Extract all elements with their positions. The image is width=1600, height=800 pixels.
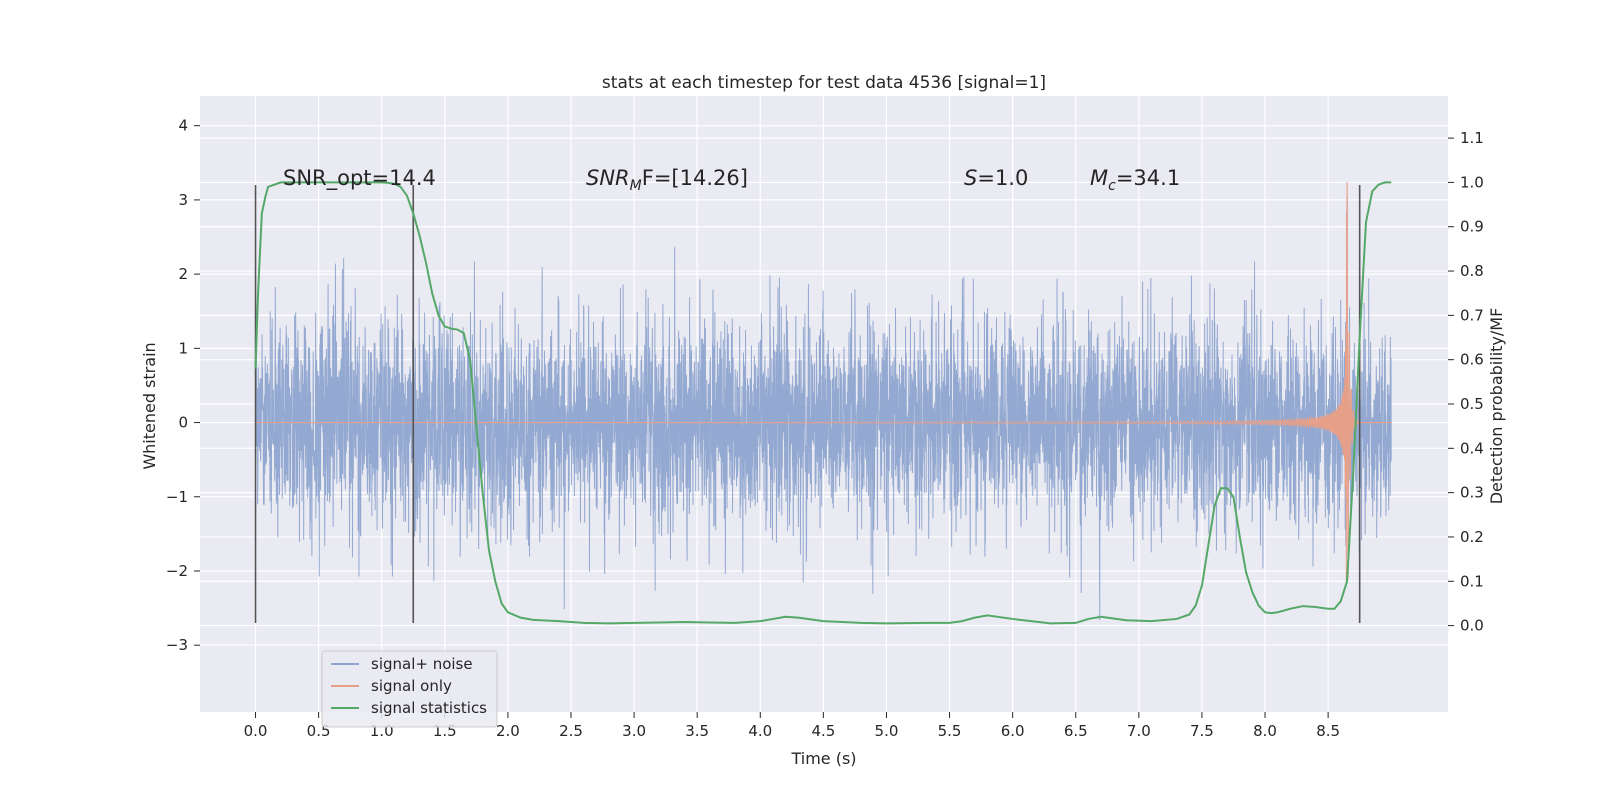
y2-tick-label: 0.3	[1460, 484, 1484, 502]
x-tick-label: 8.5	[1316, 722, 1340, 740]
y2-tick-label: 0.7	[1460, 306, 1484, 324]
annotation-mc-sub: c	[1108, 178, 1116, 194]
y-tick-label: 4	[178, 117, 188, 135]
legend-label-signal-statistics: signal statistics	[371, 699, 487, 717]
x-tick-label: 2.5	[559, 722, 583, 740]
y2-tick-label: 0.4	[1460, 439, 1484, 457]
x-tick-label: 8.0	[1253, 722, 1277, 740]
legend-box	[321, 650, 498, 728]
y-tick-label: −2	[166, 562, 188, 580]
y2-axis-label: Detection probability/MF	[1487, 308, 1506, 505]
x-tick-label: 7.0	[1127, 722, 1151, 740]
y2-tick-label: 1.1	[1460, 129, 1484, 147]
y2-tick-label: 0.2	[1460, 528, 1484, 546]
signal-plus-noise-line	[255, 196, 1392, 621]
y-tick-label: 3	[178, 191, 188, 209]
y2-axis-ticks: 1.1 1.0 0.9 0.8 0.7 0.6 0.5 0.4 0.3 0.2 0.1 0.0	[1448, 129, 1484, 635]
annotation-snr-mf-suffix: F=[14.26]	[642, 166, 748, 190]
x-tick-label: 5.5	[938, 722, 962, 740]
x-tick-label: 4.5	[811, 722, 835, 740]
y-tick-label: −3	[166, 636, 188, 654]
annotation-snr-opt: SNR_opt=14.4	[283, 166, 436, 191]
signal-only-line	[255, 182, 1392, 582]
x-tick-label: 6.5	[1064, 722, 1088, 740]
y2-tick-label: 0.5	[1460, 395, 1484, 413]
annotation-s-suffix: =1.0	[977, 166, 1028, 190]
annotation-snr-opt-prefix: SNR_opt=	[283, 166, 389, 191]
x-tick-label: 6.0	[1001, 722, 1025, 740]
y2-tick-label: 0.8	[1460, 262, 1484, 280]
chart-title: stats at each timestep for test data 453…	[602, 73, 1046, 93]
x-tick-label: 3.0	[622, 722, 646, 740]
y-tick-label: 0	[178, 414, 188, 432]
series-signal-plus-noise	[255, 196, 1392, 621]
y-tick-label: −1	[166, 488, 188, 506]
y2-tick-label: 0.9	[1460, 218, 1484, 236]
y-axis-label: Whitened strain	[140, 342, 159, 469]
y-axis-ticks: 4 3 2 1 0 −1 −2 −3	[166, 117, 200, 654]
y2-tick-label: 0.6	[1460, 351, 1484, 369]
legend: signal+ noise signal only signal statist…	[321, 650, 498, 728]
annotation-mc: Mc=34.1	[1090, 166, 1180, 194]
annotation-s-symbol: S	[964, 166, 977, 190]
signal-statistics-line	[254, 181, 1392, 625]
series-signal-statistics	[254, 181, 1392, 625]
series-signal-only	[255, 182, 1392, 582]
y-tick-label: 2	[178, 265, 188, 283]
annotation-snr-mf: SNRMF=[14.26]	[586, 166, 748, 194]
y2-tick-label: 0.0	[1460, 617, 1484, 635]
y2-tick-label: 1.0	[1460, 173, 1484, 191]
annotation-snr-opt-value: 14.4	[389, 166, 436, 190]
x-tick-label: 3.5	[685, 722, 709, 740]
x-tick-label: 0.0	[244, 722, 268, 740]
annotation-mc-suffix: =34.1	[1116, 166, 1180, 190]
vertical-markers	[254, 185, 1361, 623]
legend-label-signal-only: signal only	[371, 677, 452, 695]
x-axis-ticks: 0.0 0.5 1.0 1.5 2.0 2.5 3.0 3.5 4.0 4.5 5.0 5.5 6.0 6…	[244, 712, 1340, 740]
y2-tick-label: 0.1	[1460, 572, 1484, 590]
annotation-snr-mf-symbol: SNR	[586, 166, 630, 190]
y-tick-label: 1	[178, 339, 188, 357]
annotation-mc-symbol: M	[1090, 166, 1108, 190]
legend-label-signal-plus-noise: signal+ noise	[371, 655, 473, 673]
annotation-s: S=1.0	[964, 166, 1028, 190]
x-tick-label: 7.5	[1190, 722, 1214, 740]
x-axis-label: Time (s)	[790, 749, 856, 768]
annotation-snr-mf-sub: M	[630, 178, 642, 194]
x-tick-label: 2.0	[496, 722, 520, 740]
x-tick-label: 4.0	[748, 722, 772, 740]
x-tick-label: 5.0	[875, 722, 899, 740]
